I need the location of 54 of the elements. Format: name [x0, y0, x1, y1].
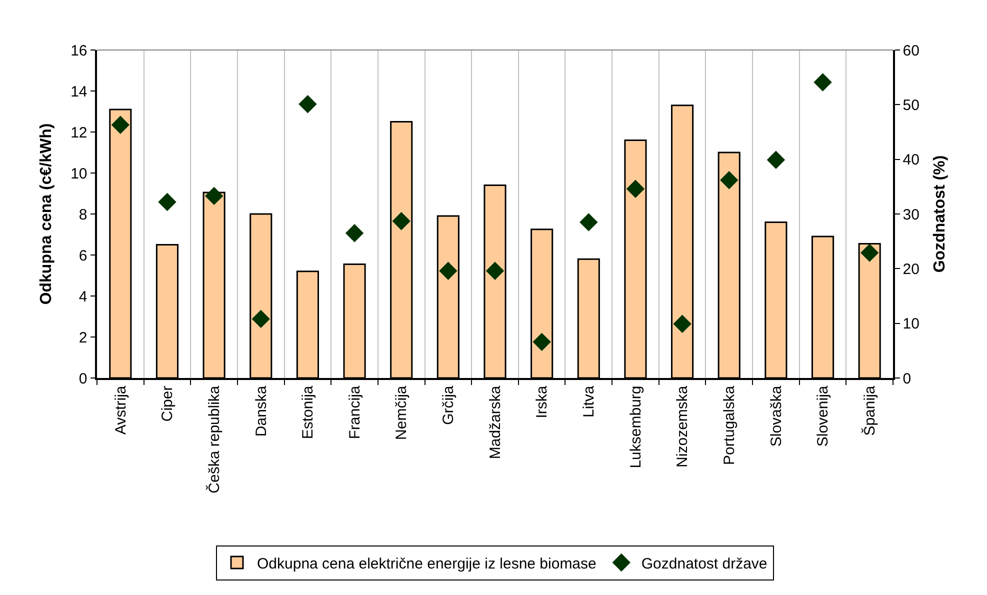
- x-tick-label: Danska: [252, 385, 270, 437]
- point: [673, 314, 692, 333]
- x-tick-label: Ciper: [159, 386, 176, 422]
- y2-axis-title: Gozdnatost (%): [932, 155, 949, 273]
- y-tick-label: 12: [70, 124, 88, 142]
- x-tick-label: Litva: [580, 385, 598, 418]
- point: [580, 213, 598, 232]
- point: [111, 116, 130, 134]
- point: [486, 262, 504, 280]
- point: [626, 180, 645, 198]
- x-tick-label: Nizozemska: [674, 385, 692, 468]
- point: [814, 73, 832, 92]
- x-tick-label: Estonija: [300, 385, 317, 440]
- point: [252, 310, 270, 328]
- x-tick-label: Portugalska: [720, 385, 738, 465]
- point: [392, 212, 410, 230]
- y-tick-label: 6: [78, 247, 88, 264]
- legend-label: Gozdnatost države: [641, 555, 768, 572]
- point: [720, 171, 738, 190]
- y2-tick-label: 40: [902, 152, 920, 169]
- y2-tick-label: 10: [902, 316, 920, 333]
- x-tick-label: Madžarska: [486, 385, 504, 460]
- y-tick-label: 0: [78, 370, 88, 388]
- point: [204, 186, 224, 206]
- x-tick-label: Slovaška: [768, 385, 785, 447]
- x-tick-label: Luksemburg: [627, 386, 644, 468]
- point: [298, 95, 317, 114]
- point: [860, 244, 879, 262]
- x-tick-label: Slovenija: [814, 385, 832, 447]
- y-axis-title: Odkupna cena (c€/kWh): [38, 123, 55, 305]
- point: [766, 150, 786, 169]
- x-tick-label: Češka republika: [204, 385, 223, 494]
- y-tick-label: 2: [78, 329, 88, 346]
- x-tick-label: Nemčija: [393, 385, 410, 440]
- legend-label: Odkupna cena električne energije iz lesne biomase: [257, 555, 596, 572]
- y-tick-label: 14: [70, 83, 88, 100]
- y-tick-label: 4: [78, 288, 88, 306]
- y2-tick-label: 0: [902, 370, 912, 388]
- point: [439, 262, 458, 280]
- point: [158, 192, 176, 212]
- x-tick-label: Grčija: [440, 385, 458, 425]
- y2-tick-label: 60: [902, 42, 920, 60]
- y2-tick-label: 50: [902, 96, 920, 114]
- y2-tick-label: 30: [902, 206, 920, 224]
- x-tick-label: Avstrija: [112, 385, 130, 435]
- y2-tick-label: 20: [902, 260, 920, 278]
- point: [532, 332, 551, 352]
- x-tick-label: Francija: [346, 385, 364, 440]
- point: [345, 224, 364, 242]
- x-tick-label: Irska: [534, 385, 551, 418]
- x-tick-label: Španija: [860, 385, 878, 436]
- y-tick-label: 10: [70, 165, 88, 182]
- y-tick-label: 16: [70, 42, 88, 60]
- y-tick-label: 8: [78, 206, 88, 224]
